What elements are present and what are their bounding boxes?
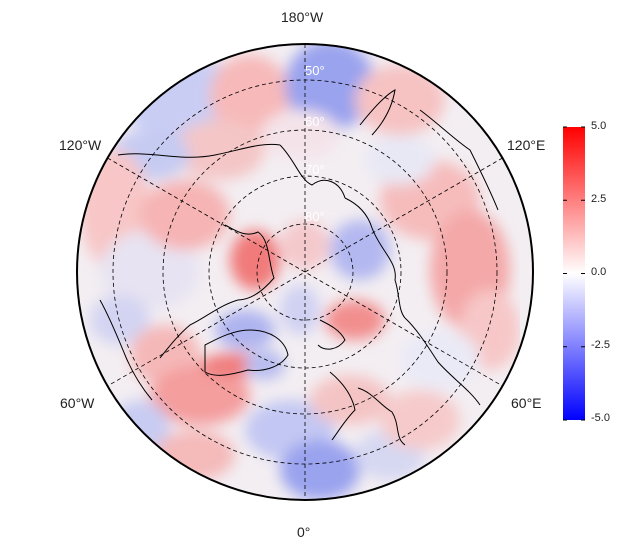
colorbar-tick-label-minus-5: -5.0 [591, 412, 610, 424]
coastlines [99, 89, 499, 446]
lon-label-bottom: 0° [297, 524, 311, 540]
lon-label-top: 180°W [281, 9, 324, 25]
lat-label-80: 80° [305, 209, 325, 224]
colorbar-tick-label-0: 0.0 [591, 266, 607, 278]
lon-label-lower-right: 60°E [511, 395, 542, 411]
lon-label-lower-left: 60°W [60, 395, 95, 411]
lon-label-upper-left: 120°W [59, 137, 102, 153]
colorbar-tick-label-2-5: 2.5 [591, 193, 607, 205]
graticule [107, 44, 503, 500]
colorbar-tick-marks [563, 126, 585, 421]
lat-label-70: 70° [305, 162, 325, 177]
lon-label-upper-right: 120°E [507, 137, 546, 153]
lat-label-60: 60° [305, 114, 325, 129]
map-border [76, 43, 534, 501]
colorbar-ramp [563, 127, 585, 420]
lat-label-50: 50° [305, 63, 325, 78]
anomaly-field [77, 44, 533, 500]
colorbar-tick-label-minus-2-5: -2.5 [591, 339, 610, 351]
colorbar-tick-label-5: 5.0 [591, 120, 607, 132]
